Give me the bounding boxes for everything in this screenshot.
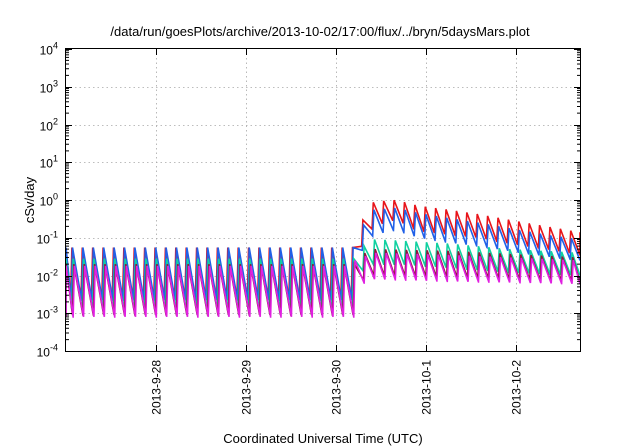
series-line — [65, 207, 581, 302]
y-tick-label: 10-4 — [37, 343, 58, 360]
x-tick-label: 2013-10-2 — [510, 360, 524, 415]
plot-frame — [65, 48, 581, 352]
x-tick-label: 2013-9-28 — [150, 360, 164, 415]
y-tick-label: 103 — [40, 79, 58, 96]
y-tick-label: 104 — [40, 41, 58, 58]
y-tick-label: 10-1 — [37, 230, 58, 247]
y-tick-label: 10-2 — [37, 268, 58, 285]
chart-title: /data/run/goesPlots/archive/2013-10-02/1… — [110, 24, 530, 39]
grid-lines — [66, 49, 580, 351]
x-axis-label: Coordinated Universal Time (UTC) — [223, 431, 422, 446]
y-tick-label: 101 — [40, 154, 58, 171]
y-tick-label: 10-3 — [37, 305, 58, 322]
x-tick-label: 2013-10-1 — [420, 360, 434, 415]
x-tick-labels: 2013-9-28 2013-9-29 2013-9-30 2013-10-1 2013… — [150, 360, 524, 415]
y-axis-label: cSv/day — [22, 176, 37, 223]
y-tick-label: 100 — [40, 192, 58, 209]
x-tick-label: 2013-9-29 — [240, 360, 254, 415]
x-tick-label: 2013-9-30 — [330, 360, 344, 415]
y-tick-labels: 10-4 10-3 10-2 10-1 100 101 102 103 104 — [37, 41, 58, 360]
axis-ticks — [66, 49, 580, 352]
y-tick-label: 102 — [40, 117, 58, 134]
plot-series — [65, 199, 581, 318]
series-line — [65, 252, 581, 318]
